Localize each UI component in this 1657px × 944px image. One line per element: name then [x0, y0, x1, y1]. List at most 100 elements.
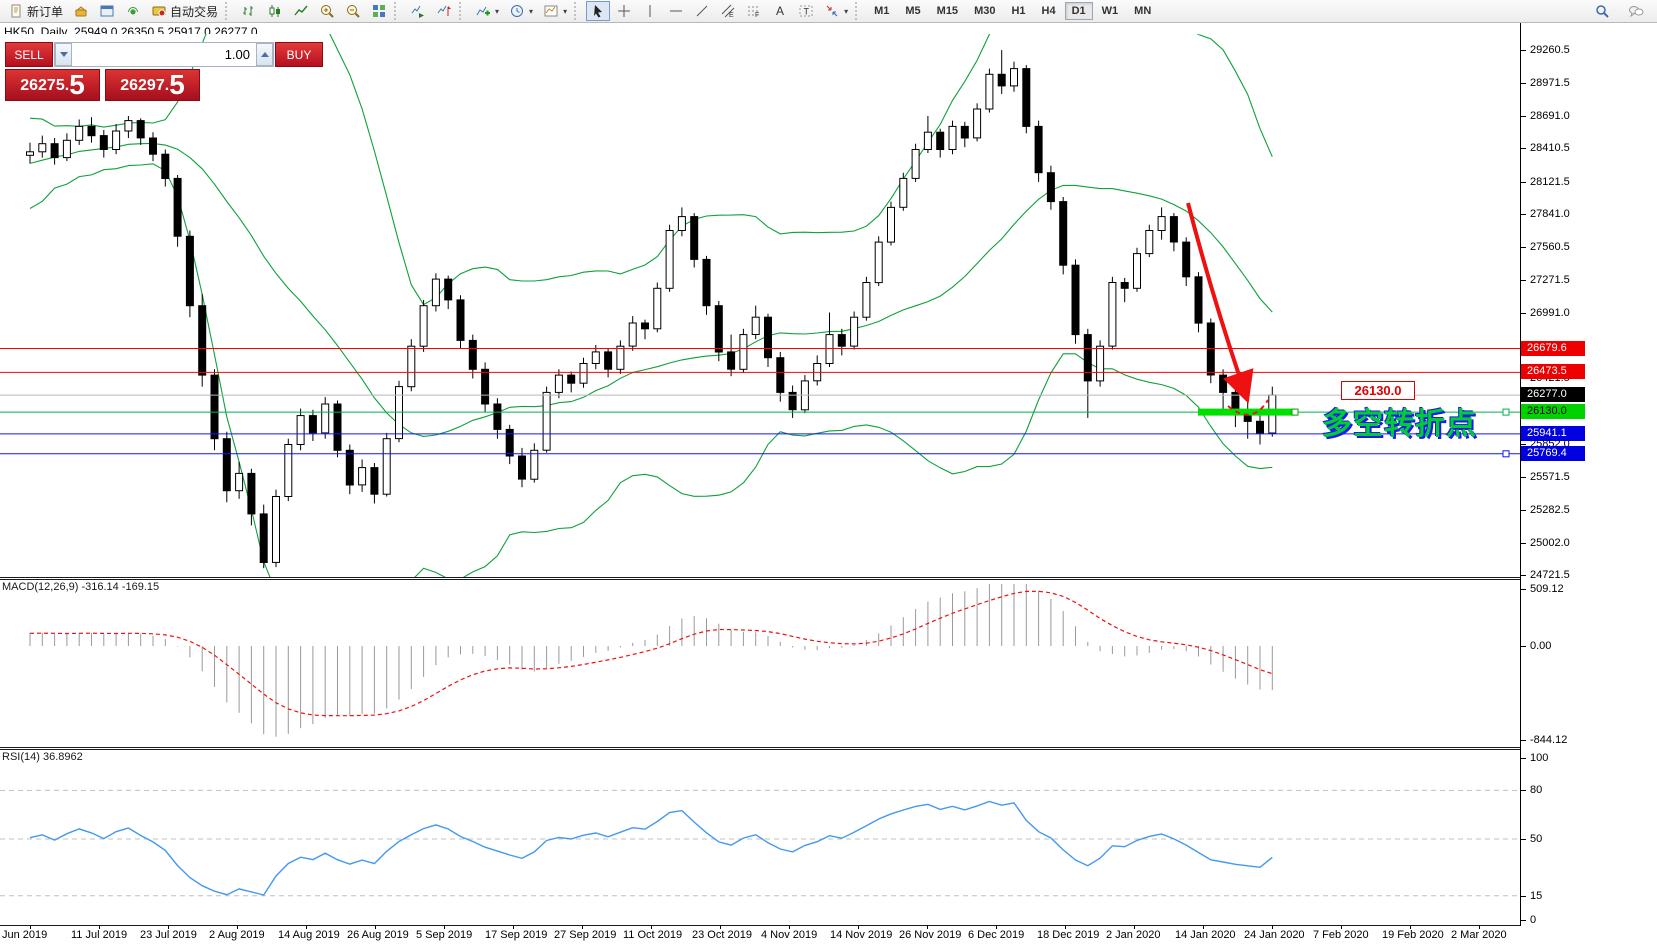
timeframe-m30-button[interactable]: M30 [967, 2, 1002, 20]
candle-body [1145, 230, 1154, 255]
fibonacci-button[interactable]: F [742, 1, 766, 21]
date-tick [651, 926, 652, 929]
candle-body [567, 374, 576, 384]
candle-body [997, 73, 1006, 87]
date-tick [720, 926, 721, 929]
bar-chart-button[interactable] [237, 1, 261, 21]
axis-tick [1521, 444, 1526, 445]
auto-trading-icon [151, 3, 167, 19]
red-dashed-arc[interactable] [1227, 399, 1269, 416]
axis-tick [1521, 896, 1526, 897]
window-list-icon [99, 3, 115, 19]
line-handle[interactable] [1291, 408, 1299, 416]
trendline-button[interactable] [690, 1, 714, 21]
date-axis-label: 11 Jul 2019 [71, 929, 128, 941]
vertical-line-button[interactable] [638, 1, 662, 21]
candle-body [1010, 68, 1018, 87]
candle-body [579, 363, 588, 384]
date-tick [927, 926, 928, 929]
templates-button[interactable]: ▾ [539, 1, 571, 21]
signals-button[interactable] [121, 1, 145, 21]
new-order-icon [8, 3, 24, 19]
macd-label: MACD(12,26,9) -316.14 -169.15 [2, 581, 160, 593]
auto-trading-button[interactable]: 自动交易 [147, 1, 222, 21]
timeframe-h4-button[interactable]: H4 [1035, 2, 1063, 20]
line-handle[interactable] [1502, 408, 1510, 416]
timeframe-m15-button[interactable]: M15 [930, 2, 965, 20]
buy-button[interactable]: BUY [275, 42, 323, 67]
charts-profile-button[interactable] [69, 1, 93, 21]
text-label-button[interactable]: T [794, 1, 818, 21]
green-highlight-bar[interactable] [1198, 408, 1295, 416]
crosshair-button[interactable] [612, 1, 636, 21]
price-axis[interactable]: 29260.5 28971.5 28691.0 28410.5 28121.5 27841… [1521, 23, 1657, 926]
price-axis-label: 24721.5 [1530, 569, 1570, 581]
zoom-in-button[interactable] [315, 1, 339, 21]
zoom-out-button[interactable] [341, 1, 365, 21]
date-tick [1272, 926, 1273, 929]
volume-decrease-button[interactable] [55, 43, 72, 66]
auto-scroll-button[interactable] [406, 1, 430, 21]
main-price-chart[interactable] [0, 34, 1520, 577]
candle-body [161, 153, 170, 179]
chat-button[interactable] [1624, 1, 1648, 21]
line-chart-button[interactable] [289, 1, 313, 21]
candle-body [874, 241, 883, 284]
date-axis[interactable]: Jun 2019 11 Jul 2019 23 Jul 2019 2 Aug 2019… [0, 926, 1657, 944]
chinese-annotation-text[interactable]: 多空转折点 [1322, 408, 1477, 441]
rsi-indicator-panel[interactable] [0, 750, 1520, 925]
equidistant-channel-icon: E [720, 3, 736, 19]
search-button[interactable] [1590, 1, 1614, 21]
indicators-button[interactable]: ▾ [471, 1, 503, 21]
periods-button[interactable]: ▾ [505, 1, 537, 21]
date-axis-label: 23 Jul 2019 [140, 929, 197, 941]
tile-windows-icon [371, 3, 387, 19]
axis-tick [1521, 543, 1526, 544]
volume-increase-button[interactable] [256, 43, 273, 66]
date-axis-label: Jun 2019 [2, 929, 48, 941]
candle-body [751, 316, 760, 336]
candle-body [185, 235, 194, 307]
red-trend-arrow[interactable] [1186, 202, 1254, 404]
date-tick [306, 926, 307, 929]
timeframe-w1-button[interactable]: W1 [1095, 2, 1126, 20]
chart-shift-button[interactable] [432, 1, 456, 21]
timeframe-m5-button[interactable]: M5 [898, 2, 927, 20]
new-order-button[interactable]: 新订单 [4, 1, 67, 21]
candle-body [222, 438, 231, 492]
panel-separator[interactable] [0, 577, 1657, 578]
auto-trading-button-label: 自动交易 [170, 4, 219, 19]
svg-text:T: T [804, 7, 810, 17]
axis-tick [1521, 214, 1526, 215]
candle-body [677, 216, 686, 232]
axis-tick [1521, 148, 1526, 149]
equidistant-channel-button[interactable]: E [716, 1, 740, 21]
sell-price[interactable]: 26275. 5 [5, 69, 100, 101]
timeframe-h1-button[interactable]: H1 [1004, 2, 1032, 20]
arrows-button[interactable]: ▾ [820, 1, 852, 21]
price-annotation-label[interactable]: 26130.0 [1341, 381, 1415, 400]
text-button[interactable]: A [768, 1, 792, 21]
candle-body [87, 125, 96, 137]
volume-input[interactable] [72, 43, 256, 66]
buy-price[interactable]: 26297. 5 [105, 69, 200, 101]
timeframe-m1-button[interactable]: M1 [867, 2, 896, 20]
line-handle[interactable] [1502, 450, 1510, 458]
horizontal-line-button[interactable] [664, 1, 688, 21]
candle-body [26, 151, 34, 156]
window-list-button[interactable] [95, 1, 119, 21]
candle-body [407, 345, 416, 388]
date-axis-label: 4 Nov 2019 [761, 929, 818, 941]
tile-windows-button[interactable] [367, 1, 391, 21]
macd-indicator-panel[interactable] [0, 580, 1520, 746]
cursor-button[interactable] [586, 1, 611, 21]
timeframe-mn-button[interactable]: MN [1127, 2, 1158, 20]
date-axis-line [0, 925, 1657, 926]
panel-separator[interactable] [0, 747, 1657, 748]
candlestick-chart-button[interactable] [263, 1, 287, 21]
candle-body [259, 513, 268, 563]
sell-button[interactable]: SELL [5, 42, 53, 67]
timeframe-d1-button[interactable]: D1 [1064, 2, 1093, 20]
price-axis-label: 29260.5 [1530, 44, 1570, 56]
toolbar-separator [574, 2, 583, 20]
